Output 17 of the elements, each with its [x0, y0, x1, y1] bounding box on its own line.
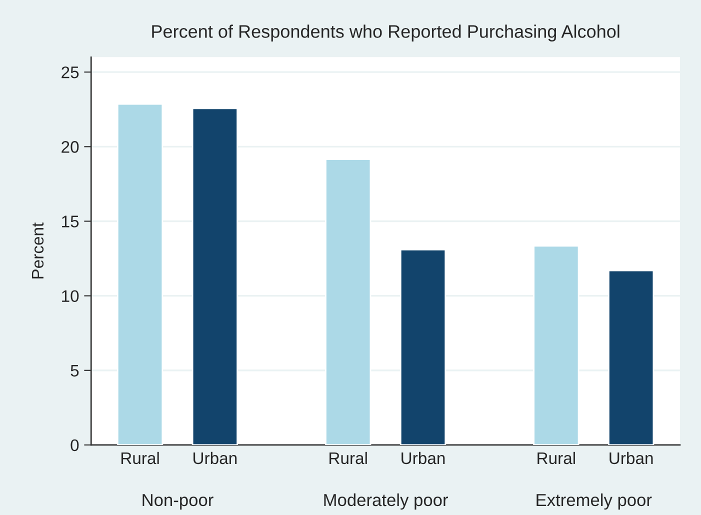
y-tick-label: 20 — [62, 141, 79, 153]
chart-title: Percent of Respondents who Reported Purchasing Alcohol — [152, 24, 620, 42]
y-tick-label: 25 — [62, 66, 79, 78]
text: Urban — [610, 452, 653, 464]
x-tick-label: Extremely poor — [536, 493, 652, 510]
y-tick-label: 10 — [62, 290, 79, 302]
text: Urban — [402, 452, 445, 464]
y-tick-label: 0 — [70, 439, 79, 452]
x-tick-label: Non-poor — [142, 494, 214, 510]
y-tick-label: 5 — [70, 364, 79, 377]
y-axis-title: Percent — [32, 222, 44, 278]
text: Rural — [330, 452, 367, 464]
series-label: Rural — [121, 452, 159, 464]
series-label: Urban — [194, 452, 237, 464]
y-tick-label: 15 — [62, 216, 79, 228]
text: Rural — [538, 452, 575, 464]
x-tick-label: Moderately poor — [324, 493, 448, 510]
